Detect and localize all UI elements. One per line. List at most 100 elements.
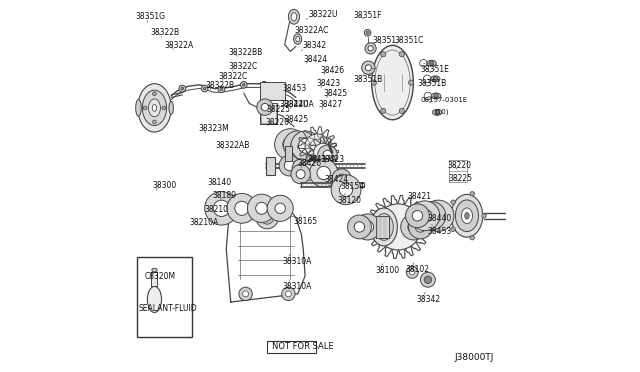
Circle shape — [292, 159, 310, 177]
Circle shape — [305, 161, 320, 176]
Text: 38140: 38140 — [207, 178, 231, 187]
Text: 38322A: 38322A — [164, 41, 194, 50]
Circle shape — [331, 175, 361, 205]
Circle shape — [275, 129, 306, 160]
Ellipse shape — [147, 286, 161, 312]
Circle shape — [418, 209, 431, 222]
Text: SEALANT-FLUID: SEALANT-FLUID — [138, 304, 197, 312]
Bar — [266, 157, 275, 175]
Polygon shape — [227, 200, 305, 302]
Text: 38322UA: 38322UA — [279, 100, 314, 109]
Ellipse shape — [461, 208, 472, 224]
Circle shape — [318, 145, 337, 164]
Circle shape — [241, 81, 247, 88]
Circle shape — [451, 200, 455, 205]
Circle shape — [239, 287, 252, 301]
Text: 38210A: 38210A — [189, 218, 218, 227]
Circle shape — [220, 88, 223, 91]
Text: 38426: 38426 — [298, 159, 322, 168]
Circle shape — [355, 214, 381, 240]
Bar — [260, 103, 277, 124]
Circle shape — [339, 183, 353, 196]
Circle shape — [261, 103, 269, 111]
Circle shape — [381, 108, 386, 113]
Ellipse shape — [294, 34, 302, 44]
Circle shape — [243, 83, 245, 86]
Ellipse shape — [136, 99, 141, 116]
Circle shape — [213, 200, 230, 217]
Circle shape — [422, 200, 454, 231]
Circle shape — [285, 291, 291, 297]
Text: 38225: 38225 — [266, 105, 290, 114]
Circle shape — [179, 85, 186, 92]
Ellipse shape — [142, 90, 166, 126]
Text: 38322B: 38322B — [205, 81, 234, 90]
Ellipse shape — [260, 211, 274, 224]
Circle shape — [362, 221, 374, 233]
Circle shape — [298, 138, 314, 153]
Circle shape — [399, 108, 404, 113]
Bar — [134, 3, 298, 153]
Circle shape — [348, 215, 371, 239]
Circle shape — [406, 204, 429, 228]
Circle shape — [429, 61, 434, 65]
Circle shape — [263, 83, 266, 86]
Text: 38351B: 38351B — [353, 76, 383, 84]
Circle shape — [406, 266, 418, 278]
Circle shape — [282, 287, 295, 301]
Circle shape — [257, 99, 273, 115]
Bar — [261, 103, 276, 123]
Ellipse shape — [371, 208, 397, 246]
Text: (10): (10) — [435, 108, 449, 115]
Ellipse shape — [138, 84, 172, 132]
Circle shape — [278, 87, 284, 93]
Text: 38322C: 38322C — [228, 62, 257, 71]
Circle shape — [280, 89, 282, 92]
Text: 38342: 38342 — [302, 41, 326, 50]
Circle shape — [451, 227, 455, 231]
Circle shape — [283, 137, 298, 152]
Text: 38425: 38425 — [284, 115, 308, 124]
Ellipse shape — [291, 13, 297, 21]
Circle shape — [248, 194, 276, 222]
Text: 38322B: 38322B — [150, 28, 179, 37]
Circle shape — [152, 92, 156, 96]
Circle shape — [323, 150, 332, 159]
Circle shape — [365, 65, 371, 71]
Text: 38154: 38154 — [341, 182, 365, 191]
Text: 38427: 38427 — [318, 100, 342, 109]
Ellipse shape — [456, 200, 479, 231]
Circle shape — [410, 270, 415, 275]
Circle shape — [267, 195, 293, 221]
Circle shape — [284, 160, 294, 171]
Circle shape — [261, 81, 268, 88]
Text: 38351G: 38351G — [136, 12, 166, 21]
Ellipse shape — [289, 9, 300, 24]
Circle shape — [435, 110, 440, 115]
Circle shape — [284, 131, 312, 159]
Text: 38225: 38225 — [449, 174, 472, 183]
Circle shape — [408, 221, 420, 233]
Circle shape — [417, 202, 445, 230]
Circle shape — [143, 106, 147, 110]
Ellipse shape — [451, 194, 483, 237]
Text: 38351B: 38351B — [417, 79, 447, 88]
Text: 38423: 38423 — [316, 79, 340, 88]
Circle shape — [291, 131, 321, 161]
Circle shape — [420, 272, 435, 287]
Circle shape — [434, 94, 438, 98]
Text: 38300: 38300 — [152, 182, 177, 190]
Ellipse shape — [152, 105, 157, 111]
Circle shape — [310, 139, 324, 153]
Circle shape — [415, 222, 426, 232]
Text: 38165: 38165 — [293, 217, 317, 226]
Text: 38351E: 38351E — [420, 65, 449, 74]
Text: 38424: 38424 — [303, 55, 328, 64]
Ellipse shape — [256, 206, 278, 229]
Text: 38425: 38425 — [323, 89, 347, 98]
Bar — [376, 216, 389, 238]
Circle shape — [354, 222, 365, 232]
Text: 38220: 38220 — [447, 161, 471, 170]
Circle shape — [279, 155, 300, 176]
Text: 38421: 38421 — [408, 192, 431, 201]
